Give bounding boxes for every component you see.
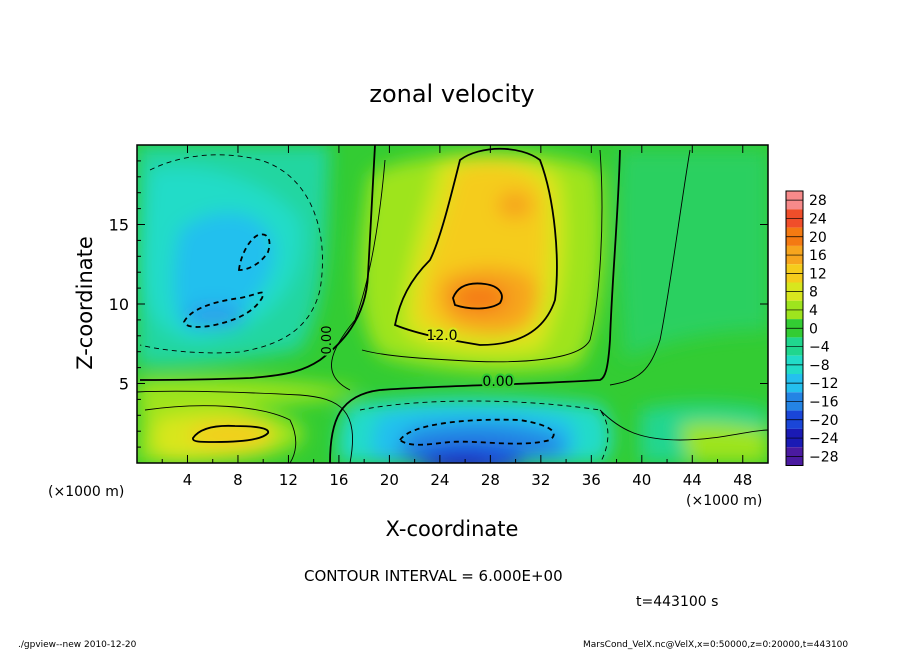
x-tick-label: 48	[733, 471, 752, 489]
x-axis-ticks: 4 8 12 16 20 24 28 32 36 40 44 48	[161, 145, 752, 489]
y-axis-ticks: 5 10 15	[109, 160, 768, 448]
x-unit-label-right: (×1000 m)	[686, 493, 762, 509]
colorbar-label: 8	[809, 285, 818, 301]
colorbar-label: −28	[809, 449, 839, 465]
y-tick-label: 10	[109, 295, 129, 314]
contour-lines	[137, 145, 768, 463]
x-tick-label: 44	[683, 471, 702, 489]
color-field	[137, 145, 768, 463]
x-tick-label: 28	[481, 471, 500, 489]
footer-left: ./gpview--new 2010-12-20	[18, 640, 137, 650]
x-tick-label: 40	[632, 471, 651, 489]
y-tick-label: 5	[119, 375, 129, 394]
x-tick-label: 8	[233, 471, 243, 489]
contour-interval-note: CONTOUR INTERVAL = 6.000E+00	[304, 567, 563, 585]
x-tick-label: 16	[329, 471, 348, 489]
colorbar-label: −12	[809, 376, 839, 392]
contour-label-0: 0.00	[320, 326, 335, 355]
colorbar-label: −16	[809, 394, 839, 410]
colorbar-label: −4	[809, 340, 830, 356]
contour-label-1: 12.0	[426, 328, 457, 344]
x-tick-label: 32	[531, 471, 550, 489]
colorbar: 28 24 20 16 12 8 4 0 −4 −8 −12 −16 −20 −24 −28	[785, 190, 839, 466]
plot-area: 0.00 12.0 0.00	[137, 145, 768, 463]
footer-right: MarsCond_VelX.nc@VelX,x=0:50000,z=0:2000…	[583, 640, 849, 650]
x-tick-label: 24	[430, 471, 449, 489]
colorbar-label: 24	[809, 211, 827, 227]
time-stamp: t=443100 s	[636, 594, 719, 610]
colorbar-label: 20	[809, 230, 827, 246]
chart-title: zonal velocity	[369, 80, 534, 108]
contour-label-2: 0.00	[482, 374, 513, 390]
x-axis-label: X-coordinate	[386, 517, 519, 541]
colorbar-label: 4	[809, 303, 818, 319]
colorbar-label: −24	[809, 431, 839, 447]
y-axis-label: Z-coordinate	[73, 236, 97, 370]
colorbar-label: 16	[809, 248, 827, 264]
negative-contours	[139, 154, 609, 463]
x-tick-label: 20	[380, 471, 399, 489]
x-tick-label: 4	[183, 471, 193, 489]
y-tick-label: 15	[109, 216, 129, 235]
x-unit-label-left: (×1000 m)	[48, 484, 124, 500]
x-tick-label: 36	[582, 471, 601, 489]
colorbar-label: −20	[809, 413, 839, 429]
colorbar-label: 0	[809, 321, 818, 337]
colorbar-label: −8	[809, 358, 830, 374]
colorbar-label: 28	[809, 193, 827, 209]
colorbar-label: 12	[809, 266, 827, 282]
x-tick-label: 12	[279, 471, 298, 489]
